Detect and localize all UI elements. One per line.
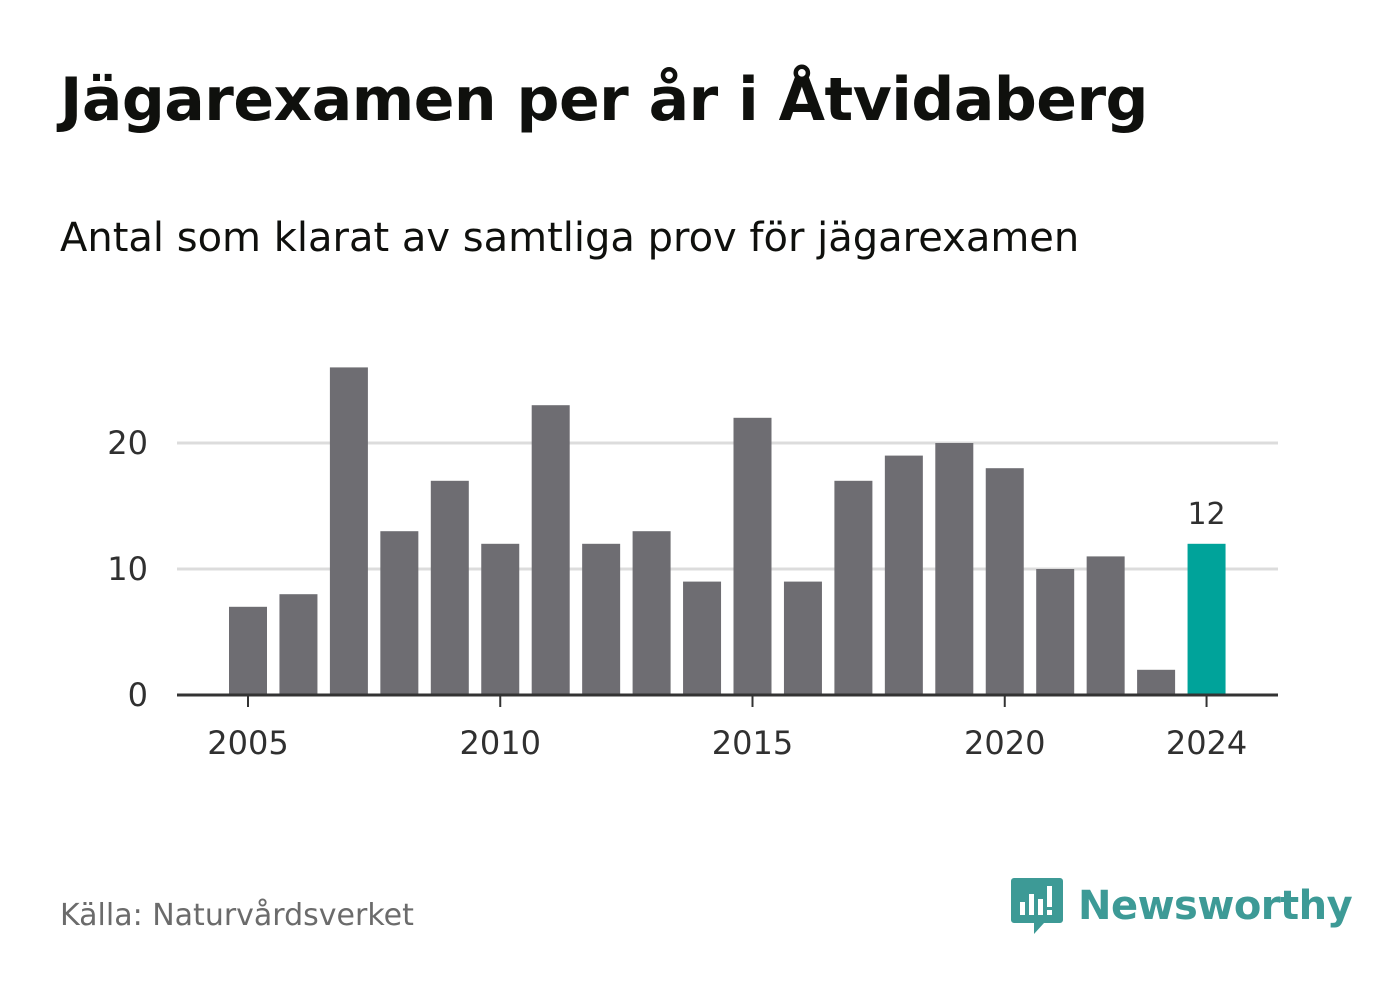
bar-2012 bbox=[582, 543, 621, 695]
y-tick-label: 0 bbox=[128, 676, 148, 714]
bar-2023 bbox=[1137, 669, 1176, 695]
bar-2019 bbox=[935, 443, 974, 695]
bar-2017 bbox=[834, 480, 873, 695]
bar-2015 bbox=[733, 417, 772, 695]
bar-2013 bbox=[632, 531, 671, 695]
x-tick-label: 2020 bbox=[964, 724, 1045, 762]
bar-2005 bbox=[229, 606, 267, 695]
bar-2006 bbox=[279, 594, 318, 695]
x-tick-label: 2010 bbox=[460, 724, 541, 762]
source-note: Källa: Naturvårdsverket bbox=[60, 898, 414, 933]
bar-2020 bbox=[985, 468, 1024, 695]
x-tick-label: 2005 bbox=[207, 724, 288, 762]
data-label-2024: 12 bbox=[1187, 497, 1225, 532]
bar-2016 bbox=[783, 581, 822, 695]
bar-2018 bbox=[884, 455, 923, 695]
bar-2009 bbox=[430, 480, 469, 695]
bar-2008 bbox=[380, 531, 419, 695]
bar-2021 bbox=[1036, 569, 1075, 695]
brand-logo: Newsworthy bbox=[1010, 876, 1353, 936]
labels: 0 10 20 2005 2010 2015 2020 2024 12 bbox=[107, 424, 1247, 762]
x-tick-label: 2024 bbox=[1166, 724, 1247, 762]
bar-2007 bbox=[329, 367, 368, 695]
axes bbox=[177, 693, 1278, 707]
chart-subtitle: Antal som klarat av samtliga prov för jä… bbox=[60, 215, 1080, 261]
bar-2014 bbox=[683, 581, 722, 695]
bars bbox=[229, 367, 1226, 695]
x-tick-label: 2015 bbox=[712, 724, 793, 762]
brand-name: Newsworthy bbox=[1078, 883, 1353, 929]
chart-title: Jägarexamen per år i Åtvidaberg bbox=[60, 65, 1149, 135]
bar-2024 bbox=[1187, 543, 1226, 695]
y-tick-label: 10 bbox=[107, 550, 148, 588]
bar-2010 bbox=[481, 543, 520, 695]
newsworthy-logo-icon bbox=[1011, 878, 1063, 934]
y-tick-label: 20 bbox=[107, 424, 148, 462]
bar-2022 bbox=[1086, 556, 1125, 695]
bar-2011 bbox=[531, 405, 570, 695]
